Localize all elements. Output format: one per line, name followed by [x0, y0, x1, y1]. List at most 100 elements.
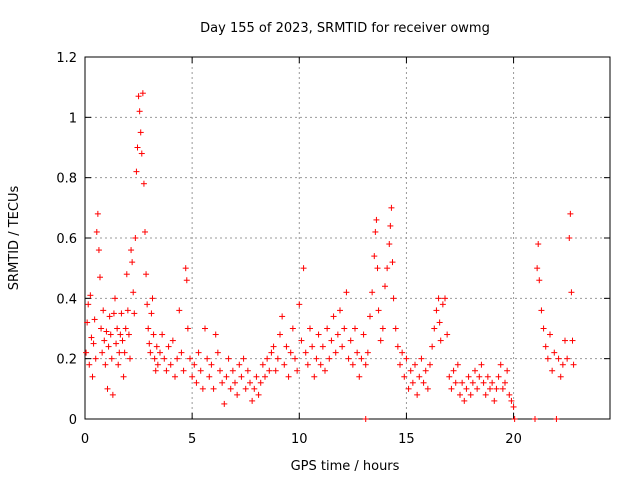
data-point: [116, 349, 123, 356]
data-point: [169, 337, 176, 344]
data-point: [422, 367, 429, 374]
data-point: [491, 397, 498, 404]
data-point: [372, 228, 379, 235]
data-point: [487, 385, 493, 392]
data-point: [300, 265, 307, 272]
data-point: [127, 355, 133, 362]
data-point: [101, 337, 108, 344]
data-point: [238, 373, 245, 380]
data-point: [292, 355, 298, 362]
data-point: [107, 331, 114, 338]
data-point: [266, 367, 273, 374]
data-point: [559, 361, 566, 368]
data-point: [240, 355, 247, 362]
data-point: [161, 355, 168, 362]
data-point: [279, 313, 286, 320]
data-point: [242, 385, 249, 392]
data-point: [210, 385, 217, 392]
data-point: [358, 355, 365, 362]
data-point: [262, 373, 268, 380]
data-point: [129, 259, 136, 266]
data-point: [324, 325, 331, 332]
data-point: [416, 373, 423, 380]
data-point: [117, 331, 124, 338]
data-point: [442, 295, 448, 302]
data-point: [139, 90, 146, 97]
data-point: [334, 331, 341, 338]
data-point: [140, 180, 147, 187]
data-point: [253, 373, 260, 380]
grid: [85, 57, 610, 419]
y-tick-label: 0.8: [56, 172, 77, 187]
data-point: [100, 307, 107, 314]
data-point: [433, 307, 440, 314]
data-point: [119, 337, 126, 344]
data-point: [450, 367, 457, 374]
y-tick-label: 0.6: [56, 232, 77, 247]
data-point: [287, 349, 294, 356]
data-point: [444, 331, 451, 338]
data-point: [429, 343, 436, 350]
data-point: [178, 349, 185, 356]
data-point: [257, 379, 264, 386]
data-point: [375, 307, 382, 314]
data-point: [431, 325, 438, 332]
data-point: [115, 361, 122, 368]
data-point: [553, 416, 560, 422]
data-point: [508, 397, 515, 404]
y-tick-label: 1: [69, 111, 77, 126]
data-point: [389, 259, 396, 266]
data-point: [167, 361, 174, 368]
data-point: [255, 391, 262, 398]
data-point: [109, 391, 116, 398]
data-point: [414, 391, 421, 398]
data-points: [83, 90, 577, 422]
data-point: [208, 361, 215, 368]
data-point: [401, 373, 408, 380]
data-point: [461, 397, 468, 404]
y-axis-label: SRMTID / TECUs: [7, 186, 22, 291]
data-point: [272, 367, 279, 374]
data-point: [124, 307, 131, 314]
data-point: [482, 391, 489, 398]
data-point: [197, 367, 204, 374]
data-point: [202, 325, 208, 332]
data-point: [131, 310, 138, 317]
data-point: [285, 373, 292, 380]
data-point: [212, 331, 219, 338]
data-point: [195, 349, 202, 356]
data-point: [412, 361, 418, 368]
data-point: [136, 108, 143, 115]
data-point: [264, 355, 271, 362]
data-point: [93, 228, 100, 235]
data-point: [569, 337, 576, 344]
data-point: [362, 361, 369, 368]
data-point: [249, 397, 256, 404]
data-point: [345, 355, 352, 362]
data-point: [484, 373, 491, 380]
y-tick-label: 1.2: [56, 51, 77, 66]
y-tick-label: 0: [69, 413, 77, 428]
data-point: [564, 355, 571, 362]
data-point: [270, 343, 277, 350]
data-point: [118, 310, 125, 317]
data-point: [309, 343, 316, 350]
data-point: [154, 361, 161, 368]
data-point: [298, 337, 305, 344]
data-point: [214, 349, 221, 356]
data-point: [352, 325, 358, 332]
data-point: [187, 355, 193, 362]
data-point: [153, 343, 160, 350]
data-point: [134, 144, 141, 151]
data-point: [493, 385, 500, 392]
data-point: [180, 367, 187, 374]
data-point: [105, 343, 112, 350]
data-point: [199, 385, 206, 392]
data-point: [452, 379, 459, 386]
data-point: [294, 367, 301, 374]
data-point: [259, 361, 266, 368]
data-point: [478, 361, 485, 368]
data-point: [459, 379, 466, 386]
data-point: [147, 349, 154, 356]
x-tick-label: 0: [81, 432, 89, 447]
